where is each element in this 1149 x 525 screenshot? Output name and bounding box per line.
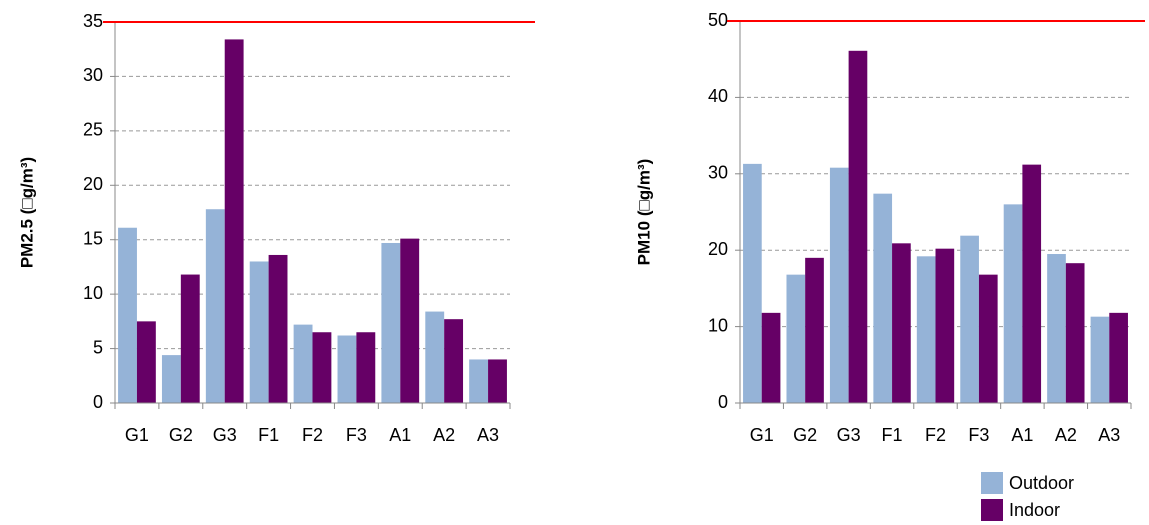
bar	[469, 359, 489, 403]
y-tick-label: 15	[83, 228, 103, 248]
bar	[916, 256, 936, 403]
x-tick-label: F2	[925, 425, 946, 445]
bar	[892, 243, 911, 403]
bar	[312, 332, 332, 403]
x-tick-label: A1	[1011, 425, 1033, 445]
x-tick-label: G2	[169, 425, 193, 445]
bar	[293, 324, 313, 403]
x-tick-label: G2	[793, 425, 817, 445]
bar	[249, 261, 269, 403]
y-tick-label: 40	[708, 86, 728, 106]
y-tick-label: 35	[83, 11, 103, 31]
bar	[848, 50, 868, 404]
y-tick-label: 30	[83, 65, 103, 85]
y-tick-label: 25	[83, 120, 103, 140]
x-tick-label: F3	[968, 425, 989, 445]
bar	[161, 355, 181, 403]
bar	[488, 359, 507, 403]
legend-swatch	[981, 472, 1003, 494]
y-tick-label: 20	[708, 239, 728, 259]
x-tick-label: G1	[750, 425, 774, 445]
bar	[761, 312, 781, 403]
y-tick-label: 0	[718, 392, 728, 412]
x-tick-label: F2	[302, 425, 323, 445]
x-tick-label: A3	[477, 425, 499, 445]
bar	[337, 335, 357, 403]
x-tick-label: F1	[258, 425, 279, 445]
y-axis-label: PM2.5 (□g/m³)	[17, 157, 36, 268]
bar	[180, 274, 200, 403]
bar	[268, 254, 288, 403]
legend-label: Indoor	[1009, 500, 1060, 520]
y-axis-label: PM10 (□g/m³)	[634, 159, 653, 266]
y-tick-label: 20	[83, 174, 103, 194]
y-tick-label: 50	[708, 10, 728, 30]
y-tick-label: 5	[93, 337, 103, 357]
bar	[873, 193, 893, 403]
bar	[425, 311, 445, 403]
bar	[960, 235, 979, 403]
bar	[224, 39, 244, 403]
bar	[1109, 312, 1128, 403]
bar	[1065, 263, 1085, 403]
x-tick-label: F3	[346, 425, 367, 445]
bar	[400, 238, 420, 403]
x-tick-label: A2	[1055, 425, 1077, 445]
x-tick-label: G1	[125, 425, 149, 445]
bar	[356, 332, 376, 403]
bar	[935, 248, 955, 403]
x-tick-label: A2	[433, 425, 455, 445]
bar	[1090, 316, 1110, 403]
y-tick-label: 10	[708, 315, 728, 335]
bar	[1022, 164, 1042, 403]
bar	[136, 321, 156, 403]
bar	[1047, 254, 1066, 403]
bar	[978, 274, 998, 403]
bar	[118, 227, 137, 403]
bar	[805, 257, 824, 403]
bar	[205, 209, 225, 403]
bar	[1003, 204, 1023, 403]
x-tick-label: G3	[213, 425, 237, 445]
y-tick-label: 30	[708, 163, 728, 183]
bar	[743, 163, 762, 403]
bar	[829, 167, 849, 403]
y-tick-label: 0	[93, 392, 103, 412]
bar	[381, 242, 401, 403]
y-tick-label: 10	[83, 283, 103, 303]
bar	[786, 274, 806, 403]
x-tick-label: G3	[837, 425, 861, 445]
bar	[444, 319, 464, 403]
legend-label: Outdoor	[1009, 473, 1074, 493]
x-tick-label: A1	[389, 425, 411, 445]
x-tick-label: F1	[882, 425, 903, 445]
legend-swatch	[981, 499, 1003, 521]
x-tick-label: A3	[1098, 425, 1120, 445]
